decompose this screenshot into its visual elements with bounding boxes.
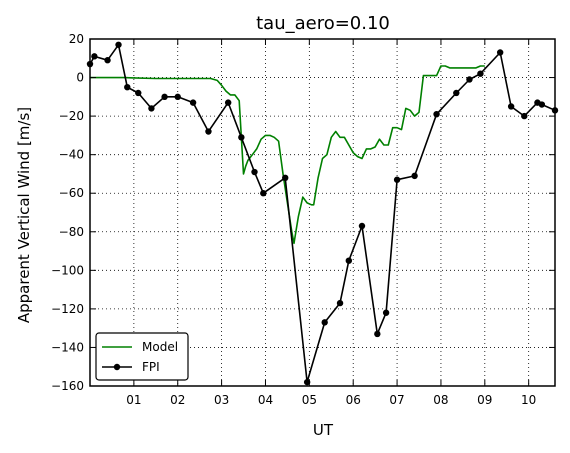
y-tick-label: −60 — [59, 186, 84, 200]
data-point-fpi — [321, 319, 328, 326]
data-point-fpi — [521, 112, 528, 120]
data-point-fpi — [174, 93, 181, 101]
data-point-fpi — [251, 168, 258, 176]
x-tick-label: 05 — [302, 393, 317, 407]
plot-series — [86, 41, 559, 386]
y-tick-label: 20 — [69, 32, 84, 46]
data-point-fpi — [115, 41, 122, 48]
y-tick-label: −160 — [51, 379, 84, 393]
y-tick-label: −40 — [59, 148, 84, 162]
plot-frame — [89, 38, 556, 387]
data-point-fpi — [238, 134, 245, 141]
data-point-fpi — [507, 103, 515, 110]
axis-ticks: 01 02 03 04 05 06 07 08 09 10 −160 −140 −120 −100 −80 −… — [51, 32, 555, 407]
data-point-fpi — [374, 330, 381, 338]
y-tick-label: −20 — [59, 109, 84, 123]
x-tick-label: 10 — [521, 393, 536, 407]
x-tick-label: 08 — [433, 393, 448, 407]
legend-model-label: Model — [142, 340, 178, 354]
data-point-fpi — [496, 49, 504, 56]
data-point-fpi — [224, 99, 232, 106]
x-axis-label: UT — [313, 421, 334, 439]
data-point-fpi — [148, 105, 155, 112]
y-tick-label: −80 — [59, 225, 84, 239]
data-point-fpi — [336, 299, 344, 307]
y-tick-label: 0 — [76, 71, 84, 85]
legend-fpi-label: FPI — [142, 360, 160, 374]
data-point-fpi — [124, 83, 131, 91]
data-point-fpi — [466, 76, 473, 83]
series-line-model — [90, 65, 485, 245]
data-point-fpi — [303, 378, 311, 386]
x-tick-label: 03 — [214, 393, 229, 407]
x-tick-label: 06 — [346, 393, 361, 407]
data-point-fpi — [433, 110, 440, 118]
data-point-fpi — [358, 222, 366, 230]
grid-lines — [90, 39, 555, 386]
data-point-fpi — [477, 70, 484, 77]
data-point-fpi — [135, 89, 142, 97]
data-point-fpi — [382, 309, 390, 316]
data-point-fpi — [393, 176, 401, 183]
x-tick-label: 09 — [477, 393, 492, 407]
data-point-fpi — [205, 128, 212, 135]
data-point-fpi — [161, 93, 168, 101]
x-tick-label: 07 — [389, 393, 404, 407]
x-tick-label: 04 — [258, 393, 273, 407]
data-point-fpi — [453, 89, 460, 97]
data-point-fpi — [345, 257, 353, 264]
x-tick-label: 01 — [126, 393, 141, 407]
x-tick-label: 02 — [170, 393, 185, 407]
data-point-fpi — [189, 99, 197, 106]
data-point-fpi — [91, 53, 98, 60]
y-tick-label: −120 — [51, 302, 84, 316]
data-point-fpi — [104, 57, 111, 64]
y-axis-label: Apparent Vertical Wind [m/s] — [15, 107, 33, 323]
data-point-fpi — [538, 101, 546, 108]
data-point-fpi — [260, 190, 267, 197]
legend-fpi-marker — [113, 363, 121, 371]
chart-title: tau_aero=0.10 — [256, 13, 390, 34]
series-line-fpi — [89, 43, 556, 383]
y-tick-label: −140 — [51, 340, 84, 354]
data-point-fpi — [411, 172, 418, 180]
data-point-fpi — [282, 174, 289, 181]
y-tick-label: −100 — [51, 263, 84, 277]
legend: Model FPI — [95, 332, 189, 381]
